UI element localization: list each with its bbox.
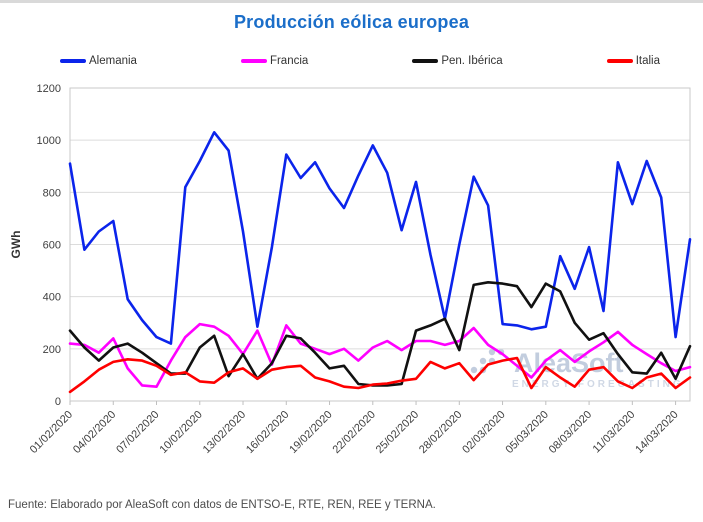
legend-swatch (240, 59, 267, 63)
y-axis-tick-labels: 0 200 400 600 800 1000 1200 (37, 83, 61, 408)
svg-text:200: 200 (43, 344, 61, 356)
legend-swatch (412, 59, 439, 63)
y-axis-title: GWh (9, 231, 23, 259)
series-line-italia (68, 356, 692, 394)
series-line-alemania (68, 130, 692, 345)
legend-item-alemania: Alemania (60, 55, 137, 67)
x-axis-tick-labels: 01/02/202004/02/202007/02/202010/02/2020… (28, 401, 681, 456)
svg-text:10/02/2020: 10/02/2020 (157, 409, 204, 456)
svg-text:800: 800 (43, 187, 61, 199)
svg-text:22/02/2020: 22/02/2020 (330, 409, 377, 456)
legend-item-francia: Francia (240, 55, 309, 67)
data-series-lines (68, 130, 692, 394)
svg-text:02/03/2020: 02/03/2020 (460, 409, 507, 456)
svg-text:16/02/2020: 16/02/2020 (244, 409, 291, 456)
svg-text:400: 400 (43, 292, 61, 304)
svg-text:1000: 1000 (37, 135, 61, 147)
watermark-subtitle: ENERGY FORECASTING (512, 379, 684, 390)
gridlines (69, 87, 691, 402)
svg-text:25/02/2020: 25/02/2020 (374, 409, 421, 456)
svg-text:600: 600 (43, 240, 61, 252)
window-top-edge (0, 0, 703, 3)
legend-swatch (60, 59, 86, 63)
svg-text:19/02/2020: 19/02/2020 (287, 409, 334, 456)
chart-legend: Alemania Francia Pen. Ibérica Italia (60, 52, 660, 70)
watermark-name: AleaSoft (514, 347, 624, 378)
svg-text:05/03/2020: 05/03/2020 (504, 409, 551, 456)
svg-text:0: 0 (55, 396, 61, 408)
chart-title: Producción eólica europea (233, 12, 470, 32)
svg-text:07/02/2020: 07/02/2020 (114, 409, 161, 456)
svg-text:28/02/2020: 28/02/2020 (417, 409, 464, 456)
legend-item-italia: Italia (606, 55, 660, 67)
svg-text:14/03/2020: 14/03/2020 (633, 409, 680, 456)
legend-label: Alemania (89, 55, 137, 67)
aleasoft-watermark: AleaSoft ENERGY FORECASTING (468, 348, 684, 390)
series-line-francia (68, 322, 692, 389)
legend-label: Italia (635, 55, 660, 67)
line-chart: 0 200 400 600 800 1000 1200 01/02/202004/02/20… (9, 83, 692, 456)
svg-text:04/02/2020: 04/02/2020 (71, 409, 118, 456)
svg-text:13/02/2020: 13/02/2020 (201, 409, 248, 456)
svg-text:08/03/2020: 08/03/2020 (547, 409, 594, 456)
legend-item-pen-ib-rica: Pen. Ibérica (412, 55, 503, 67)
svg-text:1200: 1200 (37, 83, 61, 95)
legend-label: Pen. Ibérica (441, 55, 503, 67)
svg-text:01/02/2020: 01/02/2020 (28, 409, 75, 456)
svg-text:11/03/2020: 11/03/2020 (591, 409, 638, 456)
source-note: Fuente: Elaborado por AleaSoft con datos… (8, 499, 436, 511)
legend-swatch (606, 59, 633, 63)
legend-label: Francia (269, 55, 309, 67)
